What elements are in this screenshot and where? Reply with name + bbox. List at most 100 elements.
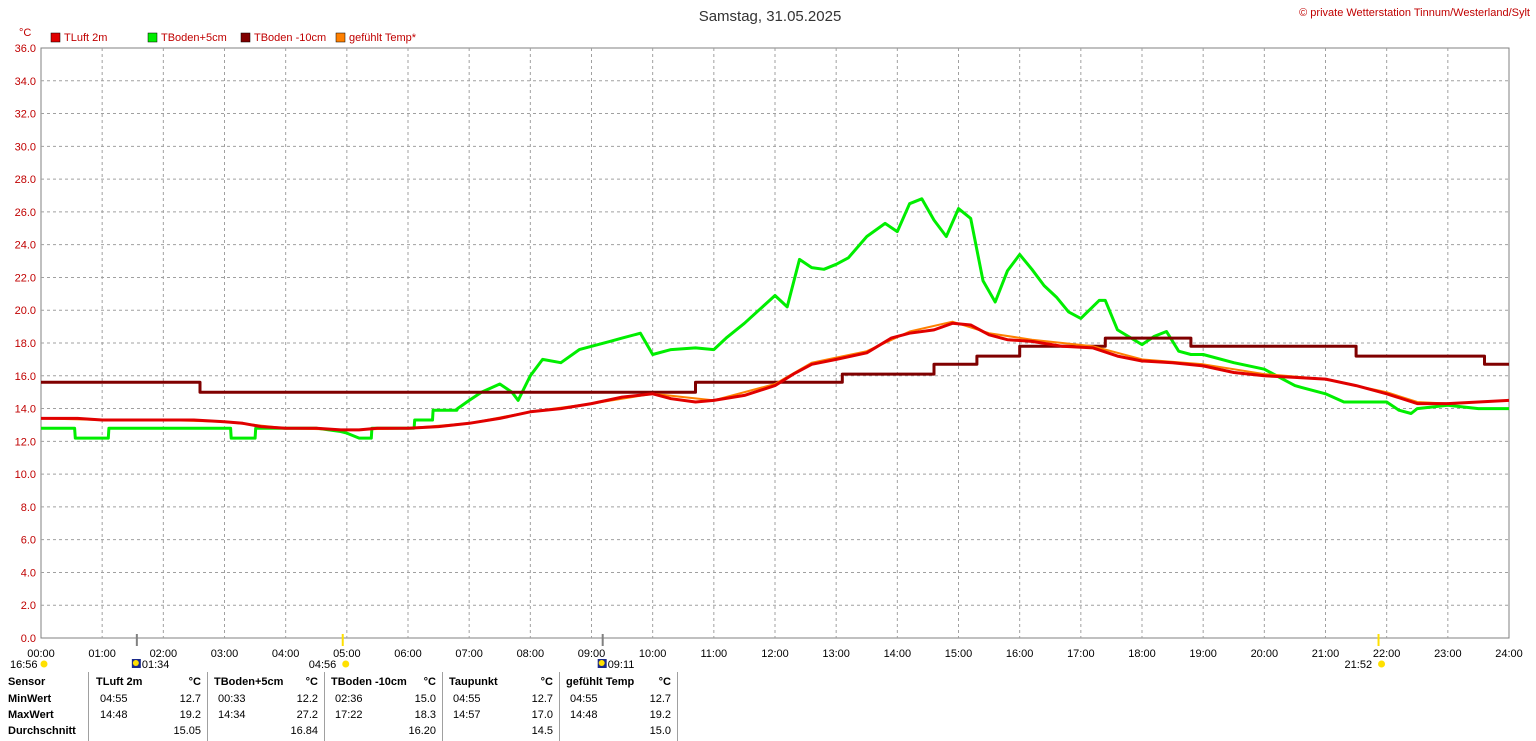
stats-min-value: 15.0 [414, 693, 436, 705]
sun-icon [1378, 660, 1386, 668]
y-tick-label: 14.0 [15, 404, 36, 416]
stats-max-time: 14:48 [570, 709, 598, 721]
x-tick-label: 11:00 [700, 648, 727, 660]
chart-title: Samstag, 31.05.2025 [699, 8, 842, 25]
legend-label-2: TBoden -10cm [254, 32, 326, 44]
x-tick-label: 18:00 [1128, 648, 1156, 660]
stats-table: Sensor MinWert MaxWert Durchschnitt TLuf… [0, 672, 680, 741]
temperature-chart: Samstag, 31.05.2025 © private Wetterstat… [10, 7, 1530, 671]
stats-col-unit: °C [188, 676, 201, 688]
x-tick-label: 01:00 [88, 648, 116, 660]
x-tick-label: 22:00 [1373, 648, 1401, 660]
series-line-1 [41, 197, 1509, 440]
stats-column-4: gefühlt Temp °C 04:55 12.7 14:48 19.2 15.0 [560, 672, 678, 741]
legend-swatch-2 [240, 32, 251, 43]
y-unit-label: °C [19, 27, 31, 39]
stats-label-column: Sensor MinWert MaxWert Durchschnitt [0, 672, 89, 741]
x-tick-label: 13:00 [822, 648, 850, 660]
row-label-min: MinWert [8, 693, 52, 705]
y-tick-label: 30.0 [15, 141, 36, 153]
x-tick-label: 20:00 [1251, 648, 1279, 660]
x-tick-label: 23:00 [1434, 648, 1462, 660]
stats-column-1: TBoden+5cm °C 00:33 12.2 14:34 27.2 16.84 [208, 672, 325, 741]
chart-legend: TLuft 2m TBoden+5cm TBoden -10cm gefühlt Te… [50, 32, 417, 44]
legend-label-0: TLuft 2m [64, 32, 107, 44]
y-axis: 0.0 2.0 4.0 6.0 8.0 10.0 12.0 14.0 16.0 18.0 20.0 2… [15, 43, 36, 645]
stats-col-unit: °C [540, 676, 553, 688]
stats-avg-value: 14.5 [531, 725, 553, 737]
stats-col-unit: °C [658, 676, 671, 688]
series-line-0 [41, 321, 1510, 432]
event-time-3: 09:11 [608, 659, 635, 671]
stats-max-time: 14:57 [453, 709, 481, 721]
chart-grid [40, 47, 1510, 639]
x-tick-label: 03:00 [211, 648, 239, 660]
stats-max-value: 19.2 [649, 709, 671, 721]
y-tick-label: 28.0 [15, 174, 36, 186]
event-time-2: 04:56 [309, 659, 337, 671]
stats-col-name: TBoden+5cm [214, 676, 284, 688]
stats-avg-value: 16.20 [408, 725, 436, 737]
row-label-max: MaxWert [8, 709, 54, 721]
stats-col-name: gefühlt Temp [566, 676, 635, 688]
x-tick-label: 10:00 [639, 648, 667, 660]
stats-column-3: Taupunkt °C 04:55 12.7 14:57 17.0 14.5 [443, 672, 560, 741]
stats-col-unit: °C [305, 676, 318, 688]
x-tick-label: 00:00 [27, 648, 55, 660]
moon-icon-glyph [132, 660, 139, 666]
sun-icon [342, 660, 350, 668]
y-tick-label: 22.0 [15, 272, 36, 284]
x-tick-label: 21:00 [1312, 648, 1340, 660]
y-tick-label: 2.0 [21, 600, 36, 612]
stats-col-unit: °C [423, 676, 436, 688]
sun-moon-events: 16:56 01:34 04:56 09:11 21:52 [10, 634, 1386, 671]
legend-label-3: gefühlt Temp* [349, 32, 417, 44]
y-tick-label: 12.0 [15, 436, 36, 448]
x-tick-label: 17:00 [1067, 648, 1095, 660]
y-tick-label: 6.0 [21, 535, 36, 547]
y-tick-label: 10.0 [15, 469, 36, 481]
stats-min-time: 02:36 [335, 693, 363, 705]
stats-max-value: 27.2 [296, 709, 318, 721]
x-tick-label: 02:00 [150, 648, 178, 660]
sun-icon [40, 660, 48, 668]
event-time-0: 16:56 [10, 659, 38, 671]
stats-min-time: 04:55 [453, 693, 481, 705]
y-tick-label: 16.0 [15, 371, 36, 383]
stats-col-name: Taupunkt [449, 676, 498, 688]
y-tick-label: 34.0 [15, 76, 36, 88]
chart-series [40, 197, 1510, 440]
row-label-avg: Durchschnitt [8, 725, 76, 737]
y-tick-label: 26.0 [15, 207, 36, 219]
stats-max-value: 19.2 [179, 709, 201, 721]
y-tick-label: 20.0 [15, 305, 36, 317]
stats-column-0: TLuft 2m °C 04:55 12.7 14:48 19.2 15.05 [90, 672, 208, 741]
stats-avg-value: 15.05 [173, 725, 201, 737]
x-tick-label: 24:00 [1495, 648, 1523, 660]
stats-min-value: 12.7 [179, 693, 201, 705]
y-tick-label: 24.0 [15, 240, 36, 252]
y-tick-label: 32.0 [15, 109, 36, 121]
stats-col-name: TBoden -10cm [331, 676, 407, 688]
stats-max-value: 17.0 [531, 709, 553, 721]
stats-avg-value: 16.84 [290, 725, 318, 737]
x-tick-label: 04:00 [272, 648, 300, 660]
stats-col-name: TLuft 2m [96, 676, 143, 688]
series-line-2 [41, 336, 1509, 394]
moon-icon-glyph [598, 660, 605, 666]
stats-min-time: 00:33 [218, 693, 246, 705]
y-tick-label: 8.0 [21, 502, 36, 514]
x-tick-label: 19:00 [1189, 648, 1217, 660]
x-tick-label: 12:00 [761, 648, 789, 660]
y-tick-label: 4.0 [21, 567, 36, 579]
x-tick-label: 08:00 [517, 648, 545, 660]
stats-min-value: 12.7 [531, 693, 553, 705]
legend-swatch-0 [50, 32, 61, 43]
event-time-4: 21:52 [1345, 659, 1373, 671]
x-tick-label: 07:00 [455, 648, 483, 660]
legend-swatch-1 [147, 32, 158, 43]
stats-max-time: 17:22 [335, 709, 363, 721]
stats-min-time: 04:55 [100, 693, 128, 705]
stats-max-time: 14:34 [218, 709, 246, 721]
x-tick-label: 05:00 [333, 648, 361, 660]
